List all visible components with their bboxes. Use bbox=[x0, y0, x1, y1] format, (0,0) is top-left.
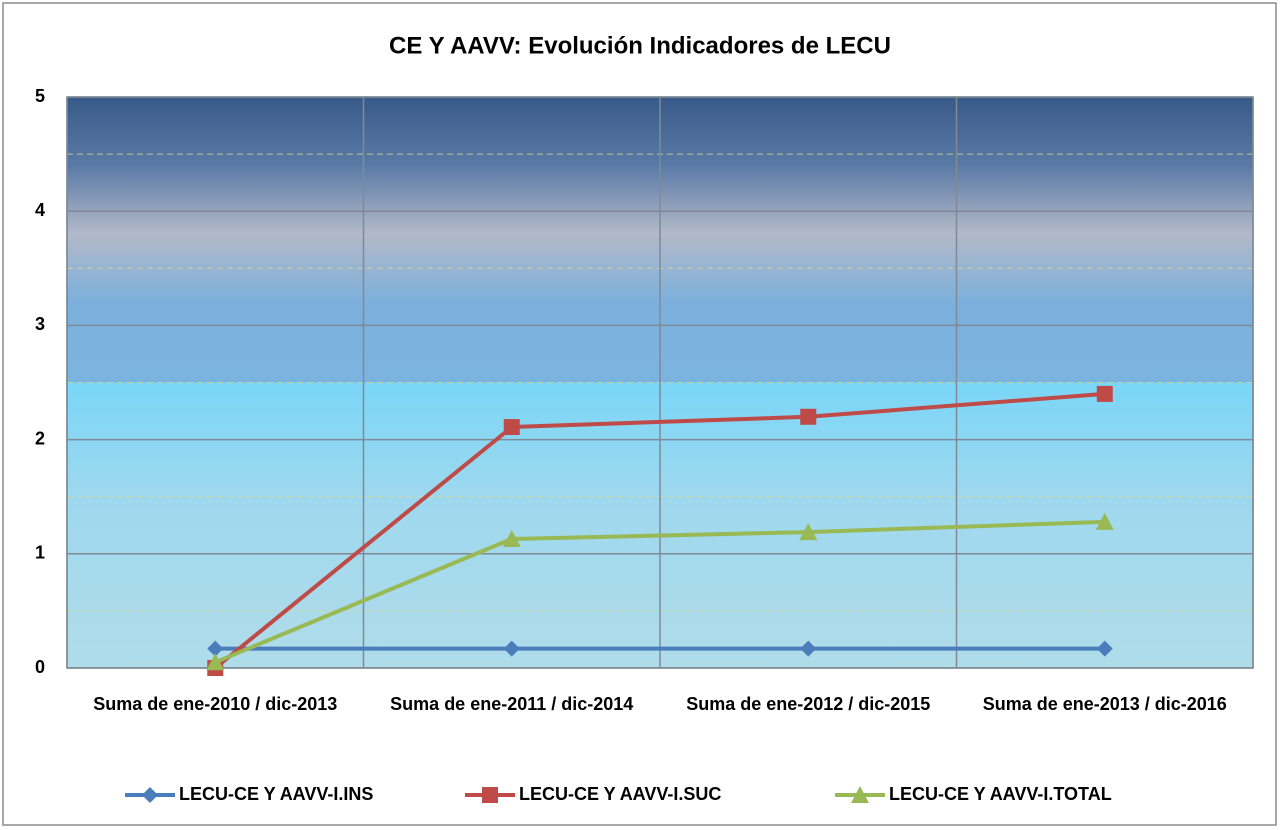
marker bbox=[503, 419, 520, 436]
series-line bbox=[214, 519, 1105, 665]
x-tick-label: Suma de ene-2011 / dic-2014 bbox=[390, 694, 634, 714]
legend-label: LECU-CE Y AAVV-I.INS bbox=[179, 784, 373, 804]
y-tick-label: 2 bbox=[35, 428, 45, 448]
marker bbox=[799, 523, 818, 541]
marker bbox=[1096, 640, 1113, 657]
legend-label: LECU-CE Y AAVV-I.TOTAL bbox=[889, 784, 1112, 804]
marker bbox=[206, 653, 225, 671]
marker bbox=[503, 640, 520, 657]
x-tick-label: Suma de ene-2012 / dic-2015 bbox=[686, 694, 931, 714]
y-tick-label: 4 bbox=[35, 200, 45, 220]
marker bbox=[482, 787, 498, 803]
marker bbox=[800, 640, 817, 657]
marker bbox=[142, 787, 158, 803]
y-tick-label: 5 bbox=[35, 86, 45, 106]
y-tick-label: 3 bbox=[35, 314, 45, 334]
series-line bbox=[213, 391, 1105, 670]
y-tick-label: 0 bbox=[35, 657, 45, 677]
x-tick-label: Suma de ene-2010 / dic-2013 bbox=[93, 694, 338, 714]
chart-title: CE Y AAVV: Evolución Indicadores de LECU bbox=[389, 32, 891, 59]
plot-frame bbox=[66, 96, 1254, 669]
y-tick-label: 1 bbox=[35, 543, 45, 563]
legend-label: LECU-CE Y AAVV-I.SUC bbox=[519, 784, 721, 804]
marker bbox=[1096, 385, 1113, 402]
marker bbox=[800, 408, 817, 425]
x-tick-label: Suma de ene-2013 / dic-2016 bbox=[982, 694, 1227, 714]
marker bbox=[851, 786, 869, 803]
marker bbox=[1095, 512, 1114, 530]
marker bbox=[502, 529, 521, 547]
marker bbox=[207, 640, 224, 657]
